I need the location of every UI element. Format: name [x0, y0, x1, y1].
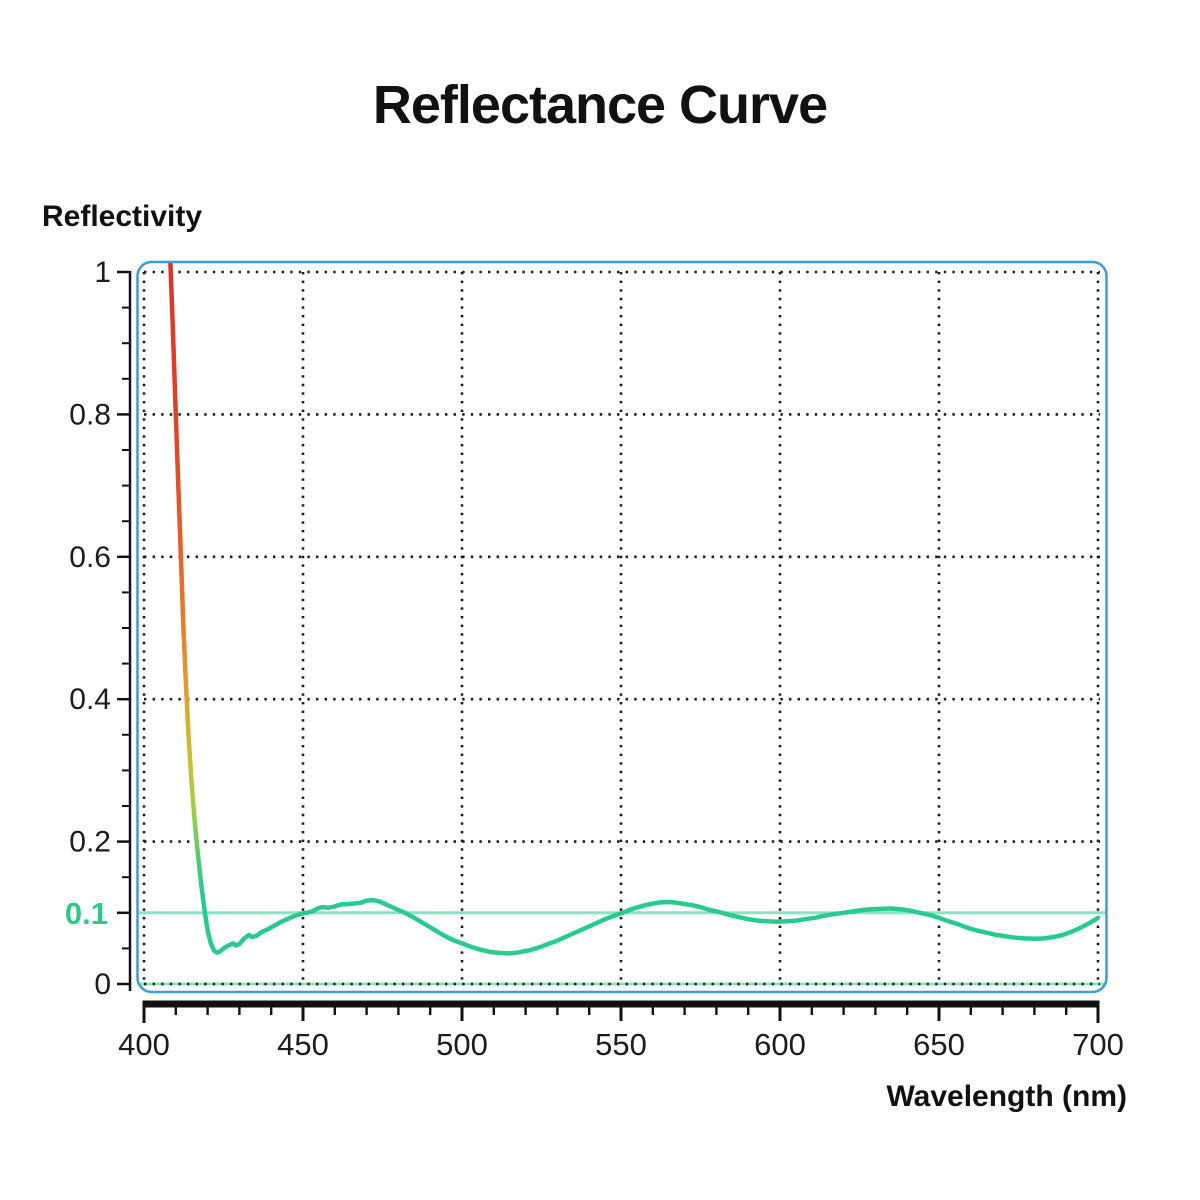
- y-highlight-tick-label: 0.1: [65, 896, 108, 931]
- y-tick-label: 0.6: [69, 541, 111, 574]
- x-tick-label: 450: [277, 1027, 329, 1062]
- x-tick-label: 700: [1072, 1027, 1124, 1062]
- x-tick-label: 600: [754, 1027, 806, 1062]
- y-tick-label: 0.8: [69, 398, 111, 431]
- y-tick-label: 0.2: [69, 826, 111, 859]
- reflectance-curve: [167, 263, 1101, 956]
- x-tick-label: 650: [913, 1027, 965, 1062]
- y-tick-label: 1: [94, 256, 111, 289]
- chart-title: Reflectance Curve: [372, 75, 828, 135]
- x-axis-title: Wavelength (nm): [886, 1080, 1127, 1113]
- x-tick-label: 550: [595, 1027, 647, 1062]
- x-tick-label: 500: [436, 1027, 488, 1062]
- plot-frame: [136, 260, 1108, 994]
- y-tick-label: 0.4: [69, 683, 111, 716]
- x-tick-label: 400: [118, 1027, 170, 1062]
- y-axis-title: Reflectivity: [42, 200, 203, 233]
- y-tick-label: 0: [94, 968, 111, 1001]
